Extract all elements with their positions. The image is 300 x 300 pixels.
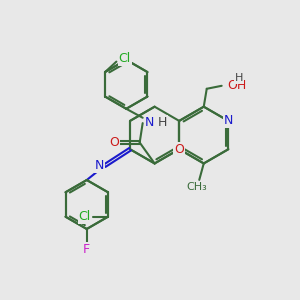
Text: H: H	[235, 73, 243, 83]
Text: N: N	[224, 114, 233, 128]
Text: F: F	[83, 243, 90, 256]
Text: Cl: Cl	[79, 210, 91, 223]
Text: N: N	[145, 116, 154, 129]
Text: Cl: Cl	[118, 52, 131, 64]
Text: OH: OH	[227, 79, 246, 92]
Text: CH₃: CH₃	[187, 182, 207, 192]
Text: N: N	[94, 159, 104, 172]
Text: O: O	[174, 143, 184, 156]
Text: O: O	[110, 136, 119, 149]
Text: H: H	[158, 116, 167, 129]
